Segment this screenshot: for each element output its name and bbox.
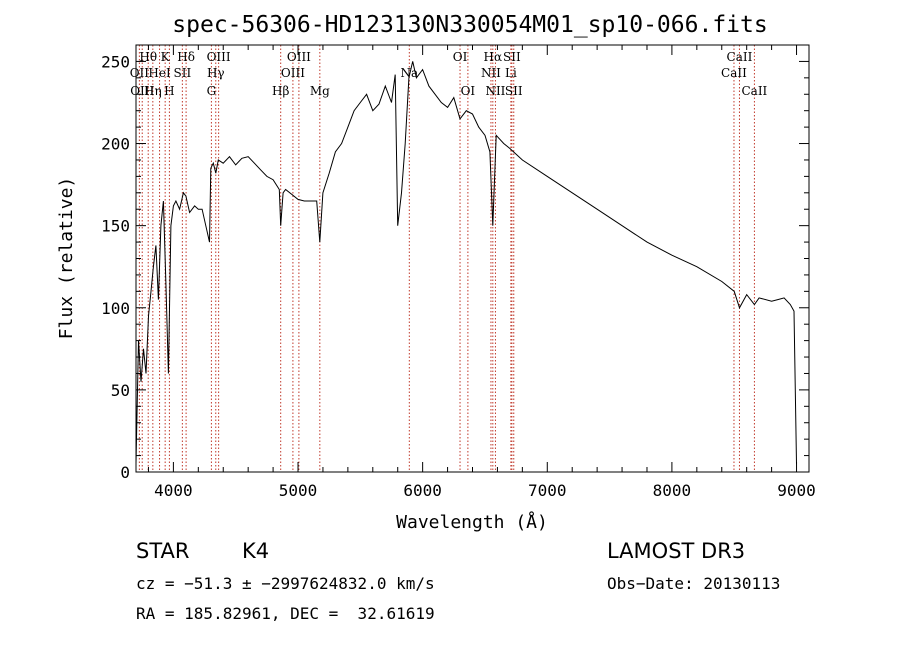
line-label: OIII — [287, 50, 311, 64]
line-label: CaII — [727, 50, 753, 64]
line-markers — [138, 45, 755, 472]
y-tick-label: 50 — [111, 381, 130, 400]
line-label: OI — [453, 50, 468, 64]
object-class: STAR — [136, 539, 190, 563]
line-label: Hη — [144, 84, 162, 98]
spectrum-line — [135, 61, 797, 464]
line-label: OIII — [207, 50, 231, 64]
line-label: Na — [400, 66, 418, 80]
x-tick-label: 8000 — [653, 481, 692, 500]
x-tick-label: 6000 — [403, 481, 442, 500]
line-label: CaII — [721, 66, 747, 80]
y-tick-label: 200 — [101, 135, 130, 154]
line-label: Hβ — [272, 84, 289, 98]
line-label: NII — [485, 84, 505, 98]
line-label: SII — [505, 84, 523, 98]
line-label: OI — [461, 84, 476, 98]
x-tick-label: 5000 — [279, 481, 318, 500]
line-label: OII — [130, 66, 150, 80]
coordinates: RA = 185.82961, DEC = 32.61619 — [136, 604, 435, 623]
x-tick-label: 7000 — [528, 481, 567, 500]
y-tick-label: 100 — [101, 299, 130, 318]
y-axis-label: Flux (relative) — [56, 177, 77, 340]
line-label: SII — [174, 66, 192, 80]
x-axis-ticks: 4000 5000 6000 7000 8000 9000 — [147, 45, 816, 500]
x-tick-label: 9000 — [777, 481, 816, 500]
line-label: Hα — [484, 50, 503, 64]
line-label: G — [207, 84, 217, 98]
line-label: OIII — [281, 66, 305, 80]
x-tick-label: 4000 — [154, 481, 193, 500]
line-label: CaII — [741, 84, 767, 98]
redshift-line: cz = −51.3 ± −2997624832.0 km/s — [136, 574, 435, 593]
line-label: Hγ — [207, 66, 225, 80]
line-label: Hδ — [177, 50, 195, 64]
y-tick-label: 0 — [120, 463, 130, 482]
line-label: K — [161, 50, 171, 64]
line-label: Li — [505, 66, 517, 80]
line-label: SII — [503, 50, 521, 64]
y-tick-label: 250 — [101, 52, 130, 71]
x-axis-label: Wavelength (Å) — [396, 511, 548, 533]
object-subclass: K4 — [242, 539, 270, 563]
y-tick-label: 150 — [101, 217, 130, 236]
survey-name: LAMOST DR3 — [607, 539, 746, 563]
plot-frame — [135, 44, 810, 473]
line-label: HeI — [148, 66, 171, 80]
y-axis-ticks: 0 50 100 150 200 250 — [101, 44, 809, 482]
line-label: NII — [481, 66, 501, 80]
line-label: H — [164, 84, 174, 98]
obs-date: Obs−Date: 20130113 — [607, 574, 781, 593]
line-label: Hθ — [139, 50, 157, 64]
chart-title: spec-56306-HD123130N330054M01_sp10-066.f… — [172, 12, 767, 38]
line-label: Mg — [310, 84, 330, 98]
